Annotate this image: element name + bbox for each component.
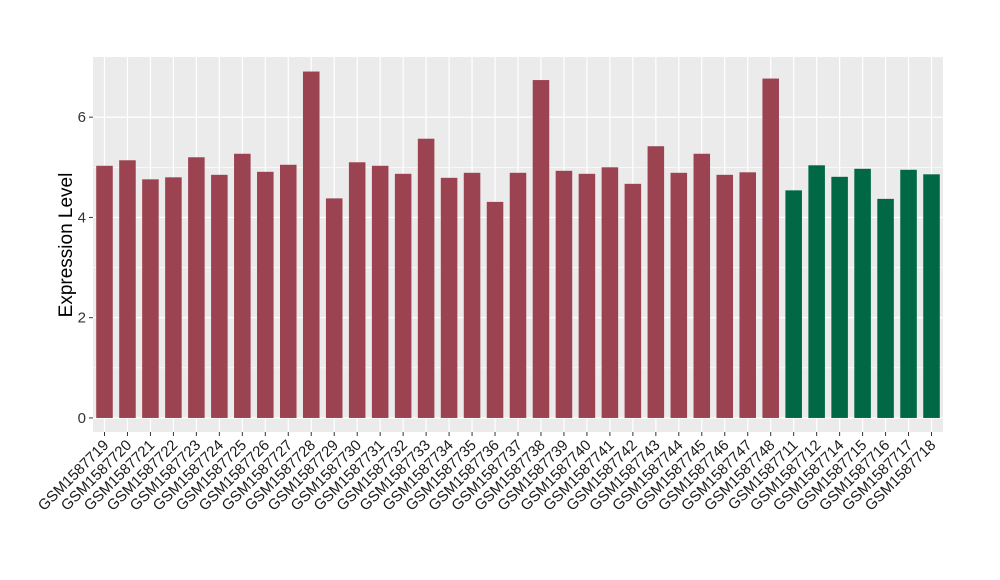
bar-GSM1587739 (555, 170, 573, 418)
bar-GSM1587747 (739, 172, 756, 418)
bar-GSM1587720 (119, 160, 136, 418)
bar-GSM1587728 (302, 71, 320, 418)
bar-GSM1587731 (371, 165, 389, 418)
bar-GSM1587716 (877, 198, 894, 418)
bar-GSM1587711 (785, 190, 802, 418)
y-tick-label: 0 (78, 410, 86, 427)
bar-GSM1587717 (900, 169, 917, 418)
bar-GSM1587723 (188, 157, 205, 418)
bar-GSM1587735 (463, 172, 481, 418)
bar-GSM1587738 (532, 80, 550, 418)
bar-GSM1587730 (348, 162, 366, 418)
bar-GSM1587736 (486, 201, 504, 418)
bar-GSM1587734 (440, 177, 458, 418)
bar-GSM1587733 (417, 138, 435, 418)
bar-GSM1587718 (923, 174, 940, 418)
x-axis: GSM1587719GSM1587720GSM1587721GSM1587722… (35, 432, 939, 514)
bar-GSM1587715 (854, 168, 871, 418)
bar-GSM1587729 (325, 198, 343, 418)
bar-GSM1587724 (211, 174, 228, 418)
bar-GSM1587719 (96, 165, 113, 418)
bar-GSM1587714 (831, 176, 848, 418)
bar-GSM1587740 (578, 173, 596, 418)
bar-GSM1587745 (693, 153, 711, 418)
bar-GSM1587742 (624, 183, 642, 418)
bars-group (96, 71, 940, 418)
bar-GSM1587726 (257, 171, 274, 418)
bar-GSM1587712 (808, 165, 825, 418)
bar-GSM1587732 (394, 173, 412, 418)
y-axis-title: Expression Level (56, 173, 77, 318)
bar-GSM1587741 (601, 167, 619, 418)
bar-GSM1587725 (234, 153, 251, 418)
y-tick-label: 6 (78, 109, 86, 126)
bar-GSM1587727 (280, 164, 297, 418)
y-axis: 0 2 4 6 (78, 109, 93, 427)
y-tick-label: 4 (78, 209, 86, 226)
y-tick-label: 2 (78, 310, 86, 327)
bar-GSM1587743 (647, 146, 665, 418)
bar-GSM1587744 (670, 172, 688, 418)
bar-GSM1587721 (142, 179, 159, 418)
bar-GSM1587737 (509, 172, 527, 418)
bar-GSM1587748 (762, 78, 779, 418)
bar-GSM1587746 (716, 174, 734, 418)
bar-GSM1587722 (165, 177, 182, 418)
